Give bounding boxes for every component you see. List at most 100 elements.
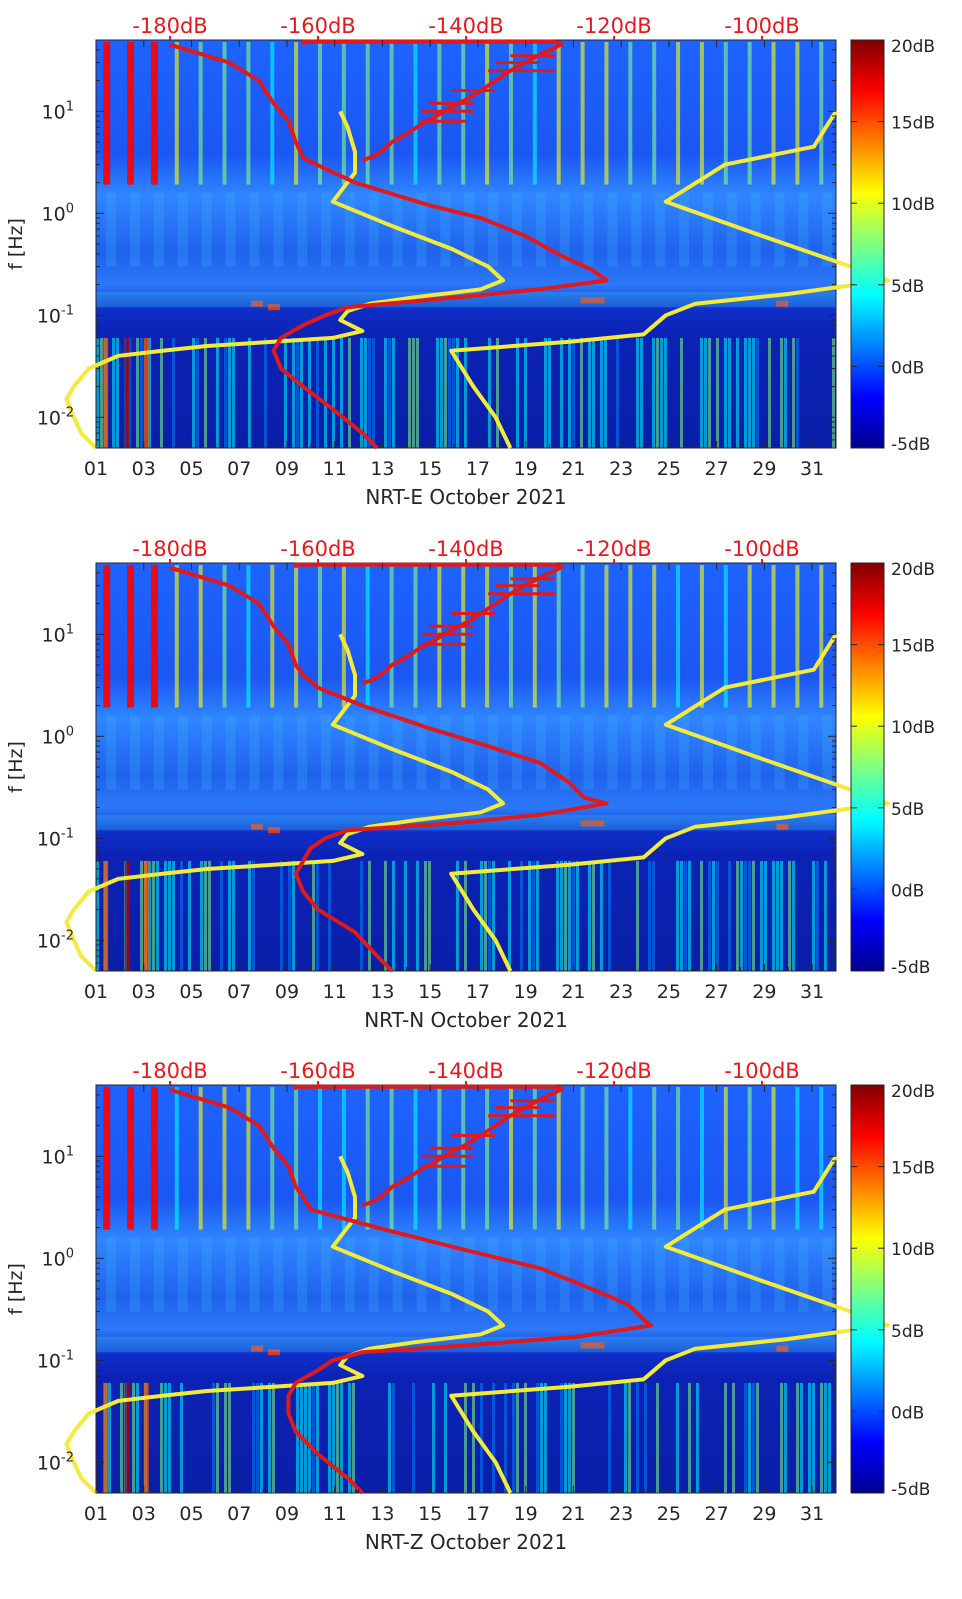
texture-column (464, 1382, 467, 1493)
day-plume (344, 192, 355, 267)
day-plume (774, 1237, 785, 1312)
texture-column (180, 860, 183, 971)
texture-column (300, 337, 303, 448)
texture-column (556, 860, 559, 971)
day-streak (628, 42, 633, 185)
texture-column (568, 1382, 571, 1493)
day-streak (676, 1087, 681, 1230)
texture-column (736, 860, 739, 971)
yellow-noise-curve-right (449, 110, 890, 449)
day-plume (106, 715, 117, 790)
texture-column (640, 337, 643, 448)
texture-column (120, 1382, 123, 1493)
day-plume (153, 192, 164, 267)
day-plume (559, 1237, 570, 1312)
colorbar-gradient (850, 39, 885, 449)
texture-column (576, 860, 579, 971)
day-plume (464, 192, 475, 267)
texture-column (140, 337, 143, 448)
texture-column (752, 1382, 755, 1493)
texture-column (532, 860, 535, 971)
texture-column (792, 337, 795, 448)
day-streak (604, 1087, 609, 1230)
x-tick-label: 17 (466, 458, 490, 480)
day-plume (583, 715, 594, 790)
colorbar-label: 15dB (891, 637, 935, 657)
texture-column (808, 1382, 811, 1493)
texture-column (748, 337, 751, 448)
texture-column (716, 337, 719, 448)
day-streak (771, 42, 776, 185)
day-streak (294, 42, 299, 185)
x-tick-label: 03 (132, 981, 156, 1003)
day-streak (795, 42, 800, 185)
texture-column (372, 337, 375, 448)
texture-column (388, 1382, 391, 1493)
spectrogram-texture (96, 565, 836, 971)
colorbar-label: 10dB (891, 1240, 935, 1260)
top-axis-label: -140dB (428, 1059, 503, 1083)
texture-column (136, 337, 139, 448)
texture-column (744, 860, 747, 971)
day-streak (318, 1087, 322, 1230)
day-plume (416, 715, 427, 790)
day-streak (508, 565, 513, 708)
colorbar-label: 5dB (891, 277, 924, 297)
day-streak (318, 565, 322, 708)
day-streak (580, 42, 585, 185)
day-streak (747, 1087, 752, 1230)
texture-column (332, 337, 335, 448)
x-tick-label: 27 (705, 458, 729, 480)
texture-column (404, 860, 407, 971)
day-plume (201, 715, 212, 790)
day-streak (699, 42, 704, 185)
top-axis-label: -180dB (132, 537, 207, 561)
colorbar-gradient (850, 1084, 885, 1494)
texture-column (572, 860, 575, 971)
texture-column (724, 1382, 727, 1493)
texture-column (616, 337, 619, 448)
day-plume (440, 715, 451, 790)
texture-column (200, 860, 203, 971)
texture-column (428, 860, 431, 971)
texture-column (480, 860, 483, 971)
day-streak (485, 565, 490, 708)
texture-column (652, 860, 655, 971)
texture-column (812, 860, 815, 971)
day-plume (559, 715, 570, 790)
day-streak (508, 42, 513, 185)
day-plume (679, 192, 690, 267)
x-tick-label: 27 (705, 1503, 729, 1525)
texture-column (392, 860, 395, 971)
x-tick-label: 29 (752, 1503, 776, 1525)
texture-column (688, 860, 691, 971)
day-plume (822, 715, 833, 790)
day-plume (177, 715, 188, 790)
texture-column (728, 860, 731, 971)
texture-column (516, 337, 519, 448)
day-plume (679, 715, 690, 790)
colorbar-label: 15dB (891, 114, 935, 134)
texture-column (724, 337, 727, 448)
day-streak (747, 565, 752, 708)
texture-column (756, 337, 759, 448)
texture-column (708, 860, 711, 971)
colorbar-label: 10dB (891, 718, 935, 738)
microseism-spot (592, 1342, 605, 1349)
texture-column (424, 860, 427, 971)
day-plume (774, 192, 785, 267)
day-streak (556, 42, 561, 185)
texture-column (444, 337, 447, 448)
texture-column (432, 1382, 435, 1493)
day-streak (389, 1087, 394, 1230)
day-streak (365, 1087, 370, 1230)
texture-column (732, 1382, 735, 1493)
day-streak (461, 565, 466, 708)
texture-column (328, 1382, 331, 1493)
x-tick-label: 31 (800, 1503, 824, 1525)
day-streak (341, 1087, 346, 1230)
microseism-spot (776, 823, 789, 830)
day-plume (607, 1237, 618, 1312)
x-axis-label: NRT-E October 2021 (365, 485, 566, 509)
